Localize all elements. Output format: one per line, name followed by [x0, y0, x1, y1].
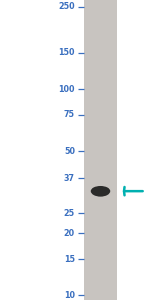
Text: 20: 20 [64, 229, 75, 238]
Text: 75: 75 [64, 110, 75, 119]
Bar [84, 0, 117, 300]
Text: 25: 25 [64, 209, 75, 218]
Text: 37: 37 [64, 174, 75, 183]
Text: 150: 150 [58, 48, 75, 57]
Text: 15: 15 [64, 255, 75, 264]
Ellipse shape [91, 186, 110, 196]
Text: 50: 50 [64, 147, 75, 156]
Text: 250: 250 [58, 2, 75, 11]
Text: 100: 100 [58, 85, 75, 94]
Text: 10: 10 [64, 291, 75, 300]
